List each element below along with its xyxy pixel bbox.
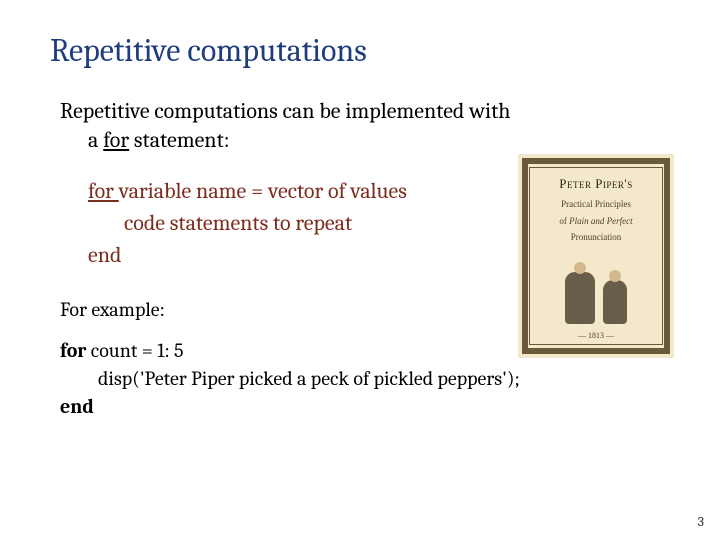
syntax-for-keyword: for xyxy=(88,178,119,204)
code-end-keyword: end xyxy=(60,393,670,421)
book-subtitle-2: of Plain and Perfect xyxy=(534,215,658,228)
book-title: Peter Piper's xyxy=(534,176,658,192)
figure-icon xyxy=(565,272,595,324)
intro-line2-suffix: statement: xyxy=(129,127,229,153)
code-line1-rest: count = 1: 5 xyxy=(86,339,183,362)
code-for-keyword: for xyxy=(60,339,86,362)
book-subtitle-1: Practical Principles xyxy=(534,198,658,211)
code-line-2: disp('Peter Piper picked a peck of pickl… xyxy=(60,365,670,393)
book-inner-border: Peter Piper's Practical Principles of Pl… xyxy=(529,167,663,345)
book-cover-image: Peter Piper's Practical Principles of Pl… xyxy=(522,158,670,354)
intro-line2-prefix: a xyxy=(88,127,103,153)
syntax-line1-rest: variable name = vector of values xyxy=(119,178,407,204)
book-illustration xyxy=(530,264,662,324)
figure-icon xyxy=(603,280,627,324)
book-sub2-prefix: of xyxy=(559,216,569,226)
slide-title: Repetitive computations xyxy=(50,32,670,69)
for-keyword-underlined: for xyxy=(103,127,129,153)
book-year: — 1813 — xyxy=(530,331,662,340)
page-number: 3 xyxy=(698,513,704,530)
intro-line-2: a for statement: xyxy=(60,126,670,155)
intro-text: Repetitive computations can be implement… xyxy=(50,97,670,154)
book-subtitle-3: Pronunciation xyxy=(534,231,658,244)
intro-line-1: Repetitive computations can be implement… xyxy=(60,97,670,126)
book-sub2-em: Plain and Perfect xyxy=(569,216,632,226)
